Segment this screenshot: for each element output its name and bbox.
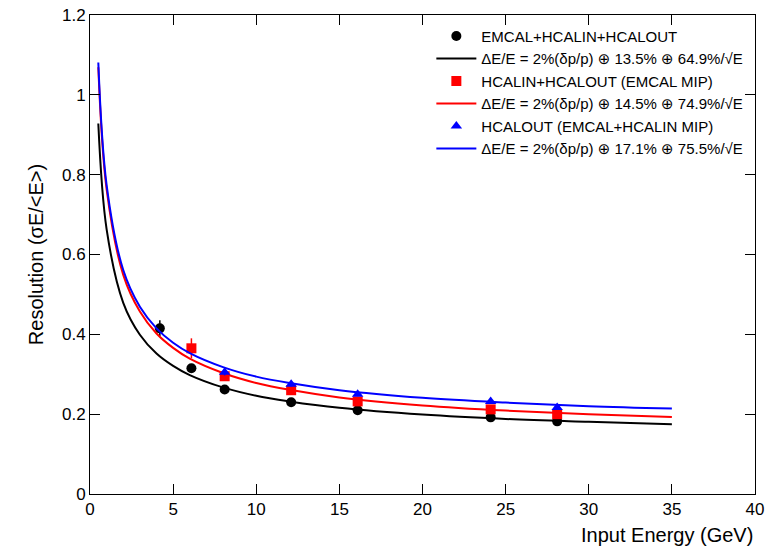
svg-text:0.2: 0.2: [62, 405, 86, 424]
svg-text:0.6: 0.6: [62, 245, 86, 264]
svg-text:0: 0: [76, 485, 85, 504]
svg-text:15: 15: [330, 500, 349, 519]
svg-text:ΔE/E = 2%(δp/p) ⊕ 14.5% ⊕ 74.9: ΔE/E = 2%(δp/p) ⊕ 14.5% ⊕ 74.9%/√E: [481, 95, 742, 112]
svg-text:0.4: 0.4: [62, 325, 86, 344]
svg-text:10: 10: [247, 500, 266, 519]
svg-text:5: 5: [168, 500, 177, 519]
svg-text:ΔE/E = 2%(δp/p) ⊕ 17.1% ⊕ 75.5: ΔE/E = 2%(δp/p) ⊕ 17.1% ⊕ 75.5%/√E: [481, 140, 742, 157]
svg-text:ΔE/E = 2%(δp/p) ⊕ 13.5% ⊕ 64.9: ΔE/E = 2%(δp/p) ⊕ 13.5% ⊕ 64.9%/√E: [481, 50, 742, 67]
svg-text:Input Energy (GeV): Input Energy (GeV): [581, 524, 753, 546]
svg-text:1: 1: [76, 86, 85, 105]
svg-text:HCALIN+HCALOUT (EMCAL MIP): HCALIN+HCALOUT (EMCAL MIP): [481, 73, 712, 90]
svg-text:HCALOUT (EMCAL+HCALIN MIP): HCALOUT (EMCAL+HCALIN MIP): [481, 118, 713, 135]
svg-text:0: 0: [85, 500, 94, 519]
svg-text:EMCAL+HCALIN+HCALOUT: EMCAL+HCALIN+HCALOUT: [481, 28, 677, 45]
svg-text:30: 30: [579, 500, 598, 519]
svg-text:Resolution (σE/<E>): Resolution (σE/<E>): [25, 164, 47, 345]
svg-text:20: 20: [413, 500, 432, 519]
svg-text:0.8: 0.8: [62, 166, 86, 185]
svg-text:1.2: 1.2: [62, 6, 86, 25]
svg-text:25: 25: [496, 500, 515, 519]
svg-text:35: 35: [662, 500, 681, 519]
svg-text:40: 40: [746, 500, 765, 519]
